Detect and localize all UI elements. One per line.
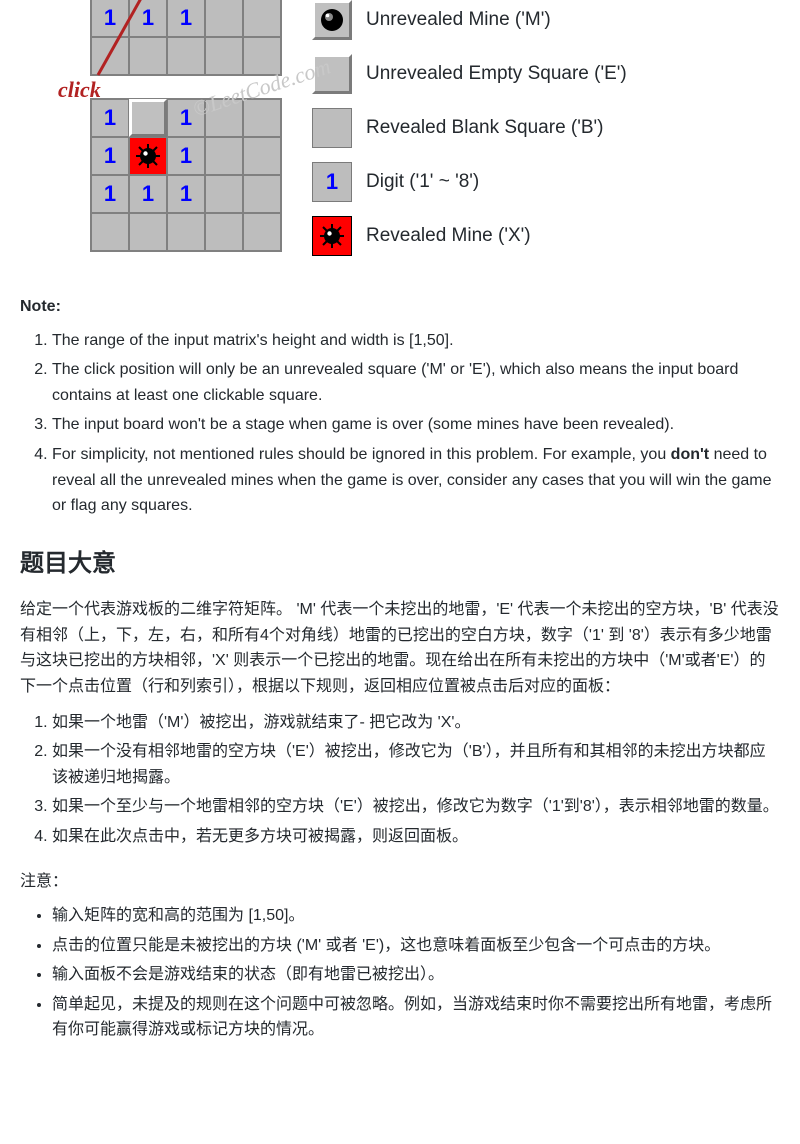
board-cell — [205, 99, 243, 137]
legend-row: Unrevealed Empty Square ('E') — [312, 54, 627, 94]
legend-label: Unrevealed Mine ('M') — [366, 5, 551, 35]
cn-rule-item: 如果一个至少与一个地雷相邻的空方块（'E'）被挖出，修改它为数字（'1'到'8'… — [52, 794, 780, 820]
cn-note-label: 注意： — [20, 869, 780, 895]
board-cell: 1 — [167, 99, 205, 137]
cn-rules-list: 如果一个地雷（'M'）被挖出，游戏就结束了- 把它改为 'X'。如果一个没有相邻… — [20, 710, 780, 850]
board-cell: 1 — [91, 137, 129, 175]
board-cell — [243, 37, 281, 75]
legend-label: Digit ('1' ~ '8') — [366, 167, 479, 197]
note-list: The range of the input matrix's height a… — [20, 328, 780, 519]
cn-heading: 题目大意 — [20, 545, 780, 583]
minesweeper-figure: 11111 click ©LeetCode.com 1111111 Unreve… — [20, 0, 780, 270]
board-cell — [129, 213, 167, 251]
cn-rule-item: 如果一个没有相邻地雷的空方块（'E'）被挖出，修改它为（'B'），并且所有和其相… — [52, 739, 780, 790]
board-cell — [205, 175, 243, 213]
legend-label: Revealed Mine ('X') — [366, 221, 531, 251]
note-item: The input board won't be a stage when ga… — [52, 412, 780, 438]
legend-cell-rev_mine — [312, 216, 352, 256]
board-cell — [243, 175, 281, 213]
legend: Unrevealed Mine ('M') Unrevealed Empty Sq… — [312, 0, 627, 270]
board-cell: 1 — [167, 175, 205, 213]
board-cell — [205, 0, 243, 37]
board-cell — [205, 37, 243, 75]
legend-row: Revealed Blank Square ('B') — [312, 108, 627, 148]
cn-note-item: 输入矩阵的宽和高的范围为 [1,50]。 — [52, 903, 780, 929]
cn-rule-item: 如果一个地雷（'M'）被挖出，游戏就结束了- 把它改为 'X'。 — [52, 710, 780, 736]
legend-label: Unrevealed Empty Square ('E') — [366, 59, 627, 89]
board-cell — [243, 99, 281, 137]
board-cell — [205, 137, 243, 175]
boards-column: 11111 click ©LeetCode.com 1111111 — [20, 0, 282, 252]
board-cell — [167, 37, 205, 75]
note-item: The range of the input matrix's height a… — [52, 328, 780, 354]
board-cell — [91, 213, 129, 251]
cn-notes-list: 输入矩阵的宽和高的范围为 [1,50]。点击的位置只能是未被挖出的方块 ('M'… — [20, 903, 780, 1043]
board-cell — [243, 137, 281, 175]
click-label: click — [58, 72, 101, 107]
legend-row: Unrevealed Mine ('M') — [312, 0, 627, 40]
board-cell — [205, 213, 243, 251]
board-cell — [129, 37, 167, 75]
note-heading: Note: — [20, 294, 780, 320]
board-cell: 1 — [91, 175, 129, 213]
legend-cell-unrev_mine — [312, 0, 352, 40]
legend-cell-digit: 1 — [312, 162, 352, 202]
board-cell: 1 — [91, 0, 129, 37]
cn-rule-item: 如果在此次点击中，若无更多方块可被揭露，则返回面板。 — [52, 824, 780, 850]
board-cell — [243, 213, 281, 251]
board-cell — [129, 137, 167, 175]
legend-row: Revealed Mine ('X') — [312, 216, 627, 256]
board-cell: 1 — [129, 0, 167, 37]
board-cell: 1 — [167, 0, 205, 37]
legend-cell-unrev_empty — [312, 54, 352, 94]
board-after: 1111111 — [90, 98, 282, 252]
board-cell — [129, 99, 167, 137]
legend-cell-blank — [312, 108, 352, 148]
board-cell — [243, 0, 281, 37]
board-cell — [167, 213, 205, 251]
board-before: 11111 — [90, 0, 282, 76]
cn-note-item: 点击的位置只能是未被挖出的方块 ('M' 或者 'E')，这也意味着面板至少包含… — [52, 933, 780, 959]
cn-note-item: 输入面板不会是游戏结束的状态（即有地雷已被挖出）。 — [52, 962, 780, 988]
cn-note-item: 简单起见，未提及的规则在这个问题中可被忽略。例如，当游戏结束时你不需要挖出所有地… — [52, 992, 780, 1043]
legend-label: Revealed Blank Square ('B') — [366, 113, 604, 143]
legend-row: 1 Digit ('1' ~ '8') — [312, 162, 627, 202]
note-item: For simplicity, not mentioned rules shou… — [52, 442, 780, 519]
board-cell — [91, 37, 129, 75]
board-cell: 1 — [129, 175, 167, 213]
board-cell: 1 — [167, 137, 205, 175]
cn-paragraph: 给定一个代表游戏板的二维字符矩阵。 'M' 代表一个未挖出的地雷，'E' 代表一… — [20, 597, 780, 699]
note-item: The click position will only be an unrev… — [52, 357, 780, 408]
